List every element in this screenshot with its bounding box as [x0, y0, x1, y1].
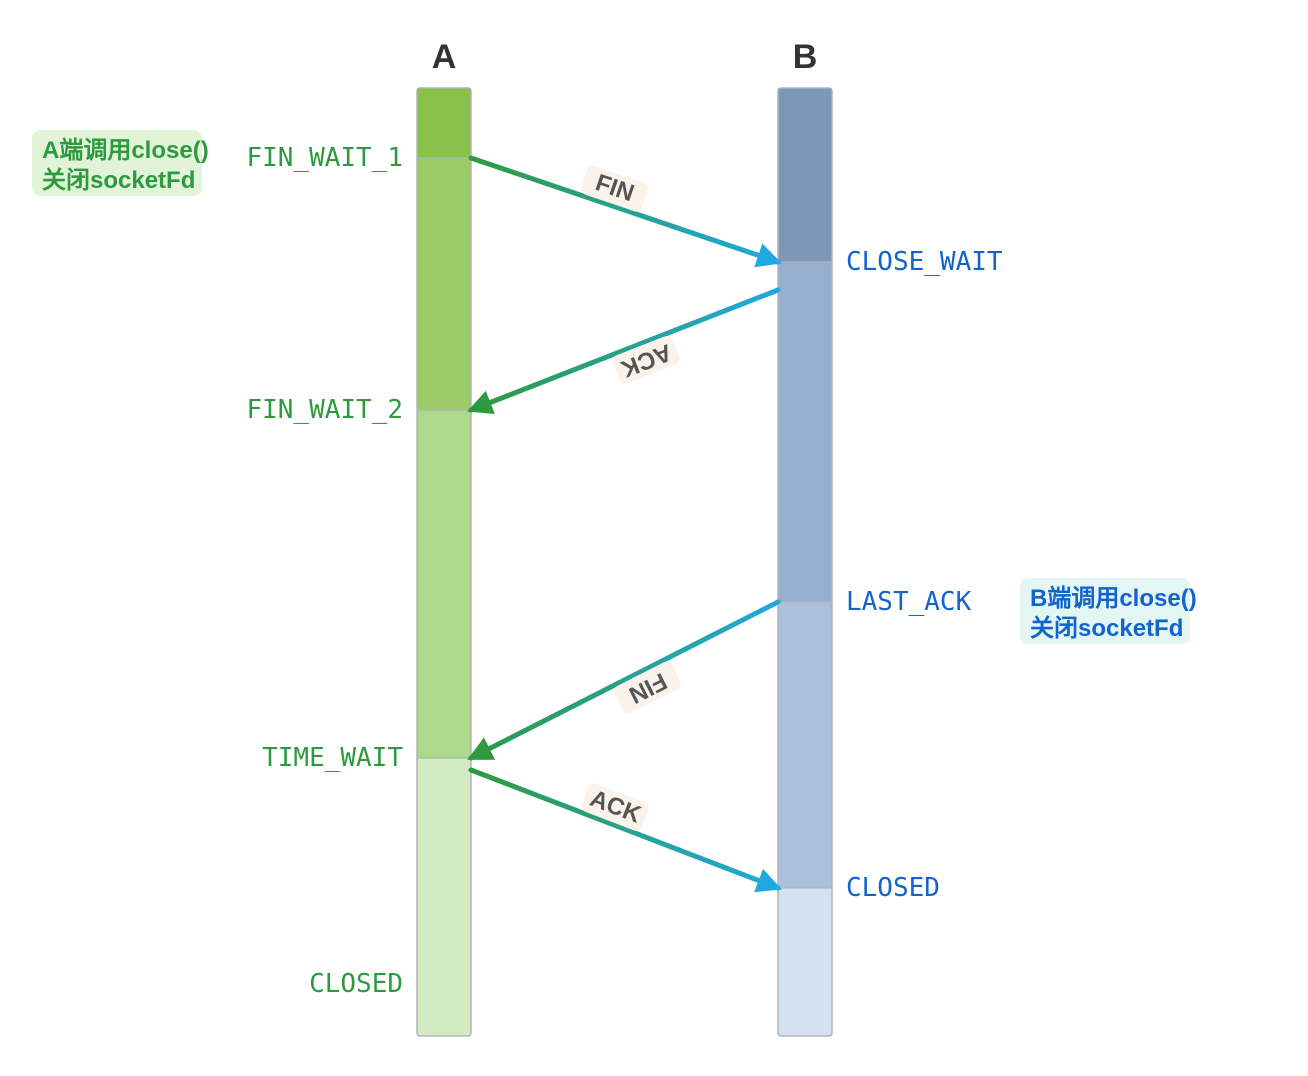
state-B-LAST_ACK: LAST_ACK	[846, 587, 972, 617]
state-B-CLOSE_WAIT: CLOSE_WAIT	[846, 247, 1003, 277]
state-A-CLOSED: CLOSED	[309, 969, 403, 999]
callout-B-line-1: 关闭socketFd	[1030, 615, 1183, 642]
arrow-3-ACK	[471, 770, 778, 888]
state-A-FIN_WAIT_2: FIN_WAIT_2	[246, 395, 403, 425]
callout-A-line-1: 关闭socketFd	[42, 167, 195, 194]
column-A-segment-3	[417, 758, 471, 1036]
state-A-FIN_WAIT_1: FIN_WAIT_1	[246, 143, 403, 173]
column-A-segment-2	[417, 410, 471, 758]
column-A-header: A	[432, 38, 457, 76]
column-B-header: B	[793, 38, 818, 76]
column-A-segment-0	[417, 88, 471, 158]
column-B-segment-0	[778, 88, 832, 262]
column-A-segment-1	[417, 158, 471, 410]
callout-A-line-0: A端调用close()	[42, 137, 209, 164]
state-B-CLOSED: CLOSED	[846, 873, 940, 903]
callout-B-line-0: B端调用close()	[1030, 585, 1197, 612]
column-B-segment-1	[778, 262, 832, 602]
arrow-2-FIN	[471, 602, 778, 758]
arrow-1-ACK	[471, 290, 778, 410]
column-B-segment-3	[778, 888, 832, 1036]
arrow-0-FIN	[471, 158, 778, 262]
column-B-segment-2	[778, 602, 832, 888]
state-A-TIME_WAIT: TIME_WAIT	[262, 743, 403, 773]
